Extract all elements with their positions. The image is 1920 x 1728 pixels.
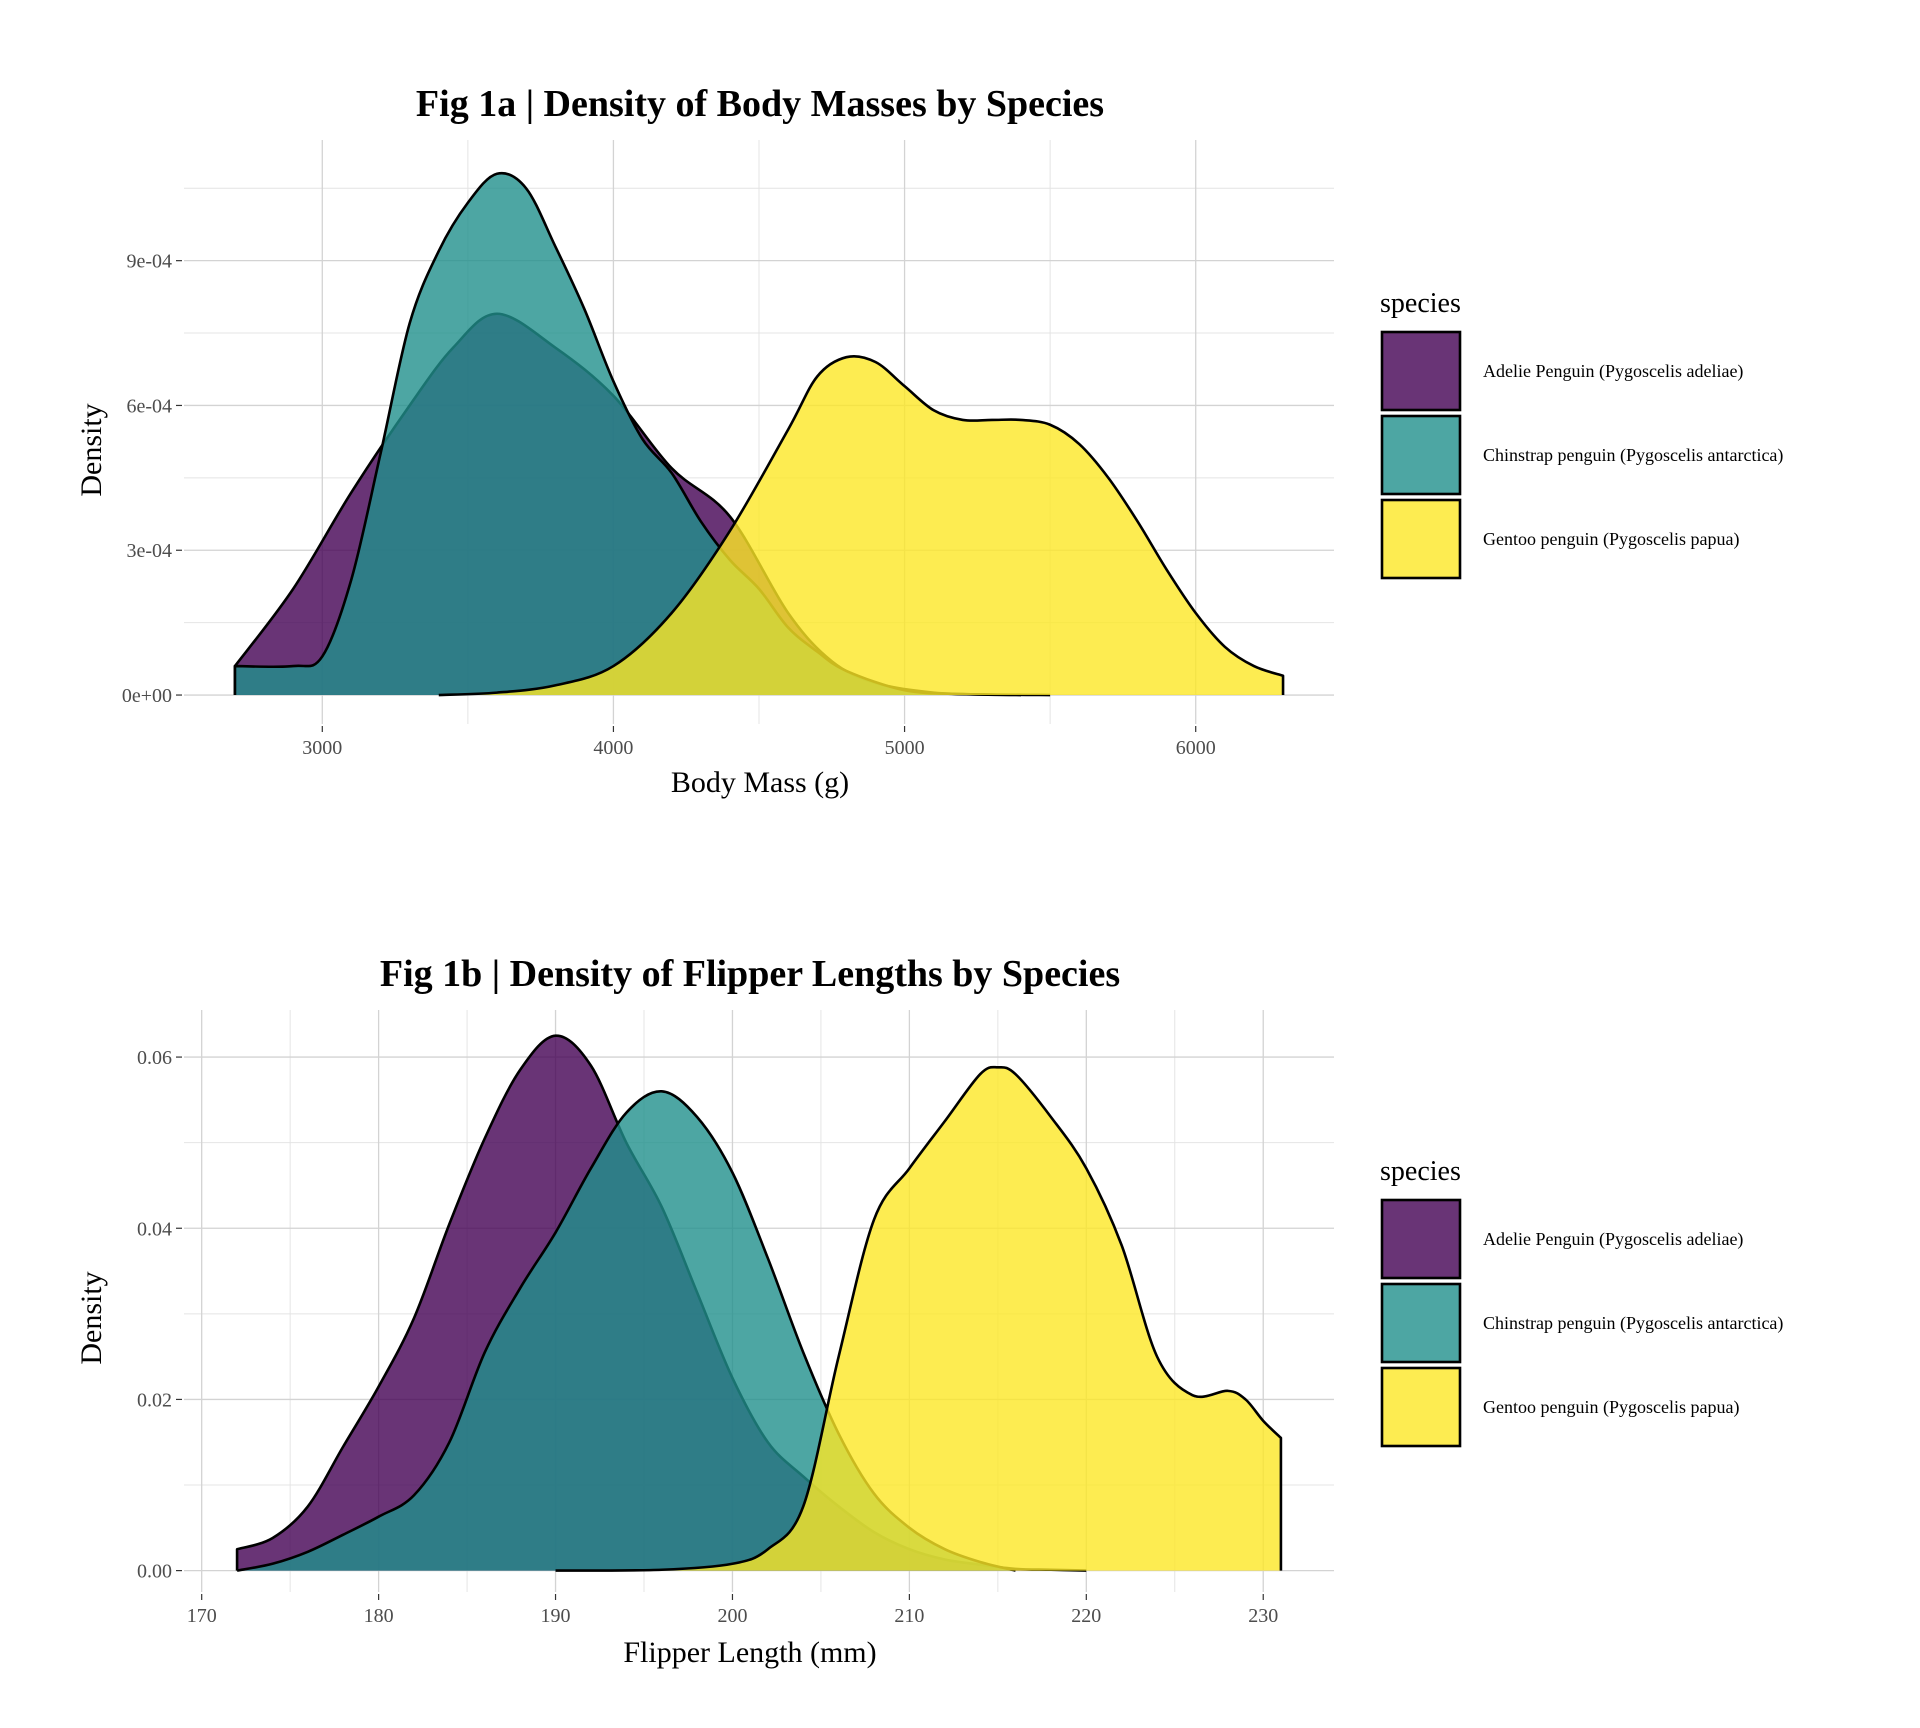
y-axis-title-body-mass: Density	[75, 403, 108, 496]
y-tick-label: 0.00	[137, 1561, 172, 1583]
panel-body-mass: 3000 4000 5000 6000 0e+00 3e-04 6e-04 9e-04 Fi…	[75, 83, 1783, 799]
y-tick-label: 0e+00	[122, 685, 172, 707]
ticks-body-mass	[176, 260, 1197, 732]
x-tick-label: 220	[1071, 1605, 1101, 1627]
density-area-series-3	[555, 1067, 1281, 1571]
density-outline-series-3	[438, 354, 1285, 697]
legend-swatch-series-3	[1380, 498, 1462, 580]
x-axis-title-flipper-length: Flipper Length (mm)	[623, 1636, 876, 1669]
legend-body-mass: species Adelie Penguin (Pygoscelis adeli…	[1380, 288, 1783, 580]
x-axis-title-body-mass: Body Mass (g)	[671, 766, 849, 799]
panel-flipper-length: 170 180 190 200 210 220 230 0.00 0.02 0.04 0.06 F…	[75, 953, 1783, 1669]
y-tick-label: 0.04	[137, 1218, 172, 1240]
density-areas-flipper-length	[235, 1034, 1283, 1572]
density-areas-body-mass	[233, 171, 1285, 697]
legend-swatch-series-2	[1380, 414, 1462, 496]
x-tick-label: 4000	[593, 737, 633, 759]
legend-swatch-series-1	[1380, 1198, 1462, 1280]
ticks-flipper-length	[176, 1056, 1264, 1600]
y-tick-label: 3e-04	[126, 540, 172, 562]
y-axis-title-flipper-length: Density	[75, 1271, 108, 1364]
x-tick-label: 190	[541, 1605, 571, 1627]
legend-title-flipper-length: species	[1380, 1156, 1461, 1187]
legend-label-series-3: Gentoo penguin (Pygoscelis papua)	[1483, 1397, 1739, 1418]
y-tick-label: 9e-04	[126, 251, 172, 273]
legend-title-body-mass: species	[1380, 288, 1461, 319]
y-tick-label: 0.02	[137, 1389, 172, 1411]
x-tick-label: 6000	[1176, 737, 1216, 759]
x-tick-label: 5000	[885, 737, 925, 759]
y-tick-label: 6e-04	[126, 395, 172, 417]
y-tick-labels-body-mass: 0e+00 3e-04 6e-04 9e-04	[122, 251, 172, 707]
legend-swatch-series-3	[1380, 1366, 1462, 1448]
y-tick-label: 0.06	[137, 1047, 172, 1069]
x-tick-label: 230	[1248, 1605, 1278, 1627]
chart-title-flipper-length: Fig 1b | Density of Flipper Lengths by S…	[380, 953, 1120, 995]
density-area-series-2	[234, 173, 1022, 696]
x-tick-label: 200	[717, 1605, 747, 1627]
x-tick-label: 210	[894, 1605, 924, 1627]
legend-swatch-series-2	[1380, 1282, 1462, 1364]
legend-label-series-1: Adelie Penguin (Pygoscelis adeliae)	[1483, 1229, 1743, 1250]
x-tick-label: 3000	[302, 737, 342, 759]
x-tick-label: 170	[187, 1605, 217, 1627]
density-area-series-3	[438, 356, 1284, 696]
legend-swatch-series-1	[1380, 330, 1462, 412]
legend-flipper-length: species Adelie Penguin (Pygoscelis adeli…	[1380, 1156, 1783, 1448]
density-outline-series-3	[555, 1065, 1283, 1572]
x-tick-label: 180	[364, 1605, 394, 1627]
legend-label-series-2: Chinstrap penguin (Pygoscelis antarctica…	[1483, 1313, 1783, 1334]
legend-label-series-3: Gentoo penguin (Pygoscelis papua)	[1483, 529, 1739, 550]
x-tick-labels-body-mass: 3000 4000 5000 6000	[302, 737, 1215, 759]
y-tick-labels-flipper-length: 0.00 0.02 0.04 0.06	[137, 1047, 172, 1583]
legend-label-series-1: Adelie Penguin (Pygoscelis adeliae)	[1483, 361, 1743, 382]
x-tick-labels-flipper-length: 170 180 190 200 210 220 230	[187, 1605, 1279, 1627]
legend-label-series-2: Chinstrap penguin (Pygoscelis antarctica…	[1483, 445, 1783, 466]
chart-title-body-mass: Fig 1a | Density of Body Masses by Speci…	[416, 83, 1104, 125]
